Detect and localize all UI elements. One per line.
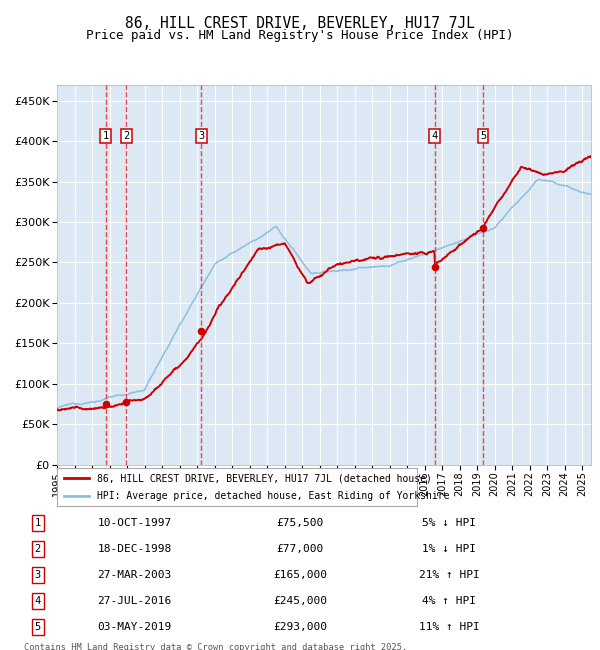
Text: 4% ↑ HPI: 4% ↑ HPI — [422, 596, 476, 606]
Text: Contains HM Land Registry data © Crown copyright and database right 2025.: Contains HM Land Registry data © Crown c… — [24, 644, 407, 650]
Text: 1: 1 — [35, 518, 41, 528]
Text: 4: 4 — [431, 131, 438, 141]
Text: 21% ↑ HPI: 21% ↑ HPI — [419, 570, 479, 580]
Text: 11% ↑ HPI: 11% ↑ HPI — [419, 622, 479, 632]
Text: 2: 2 — [35, 544, 41, 554]
Text: 1: 1 — [103, 131, 109, 141]
Text: 86, HILL CREST DRIVE, BEVERLEY, HU17 7JL: 86, HILL CREST DRIVE, BEVERLEY, HU17 7JL — [125, 16, 475, 31]
Text: 10-OCT-1997: 10-OCT-1997 — [97, 518, 172, 528]
Text: £75,500: £75,500 — [277, 518, 323, 528]
Text: HPI: Average price, detached house, East Riding of Yorkshire: HPI: Average price, detached house, East… — [97, 491, 449, 500]
Text: 1% ↓ HPI: 1% ↓ HPI — [422, 544, 476, 554]
Text: 3: 3 — [35, 570, 41, 580]
Text: Price paid vs. HM Land Registry's House Price Index (HPI): Price paid vs. HM Land Registry's House … — [86, 29, 514, 42]
Text: 4: 4 — [35, 596, 41, 606]
Text: 03-MAY-2019: 03-MAY-2019 — [97, 622, 172, 632]
Text: £245,000: £245,000 — [273, 596, 327, 606]
Text: 18-DEC-1998: 18-DEC-1998 — [97, 544, 172, 554]
Text: £293,000: £293,000 — [273, 622, 327, 632]
Text: £77,000: £77,000 — [277, 544, 323, 554]
Text: 5% ↓ HPI: 5% ↓ HPI — [422, 518, 476, 528]
Text: 27-JUL-2016: 27-JUL-2016 — [97, 596, 172, 606]
Text: 5: 5 — [480, 131, 486, 141]
Text: 3: 3 — [198, 131, 204, 141]
Text: £165,000: £165,000 — [273, 570, 327, 580]
Text: 5: 5 — [35, 622, 41, 632]
Text: 2: 2 — [123, 131, 130, 141]
Text: 27-MAR-2003: 27-MAR-2003 — [97, 570, 172, 580]
Text: 86, HILL CREST DRIVE, BEVERLEY, HU17 7JL (detached house): 86, HILL CREST DRIVE, BEVERLEY, HU17 7JL… — [97, 473, 431, 483]
